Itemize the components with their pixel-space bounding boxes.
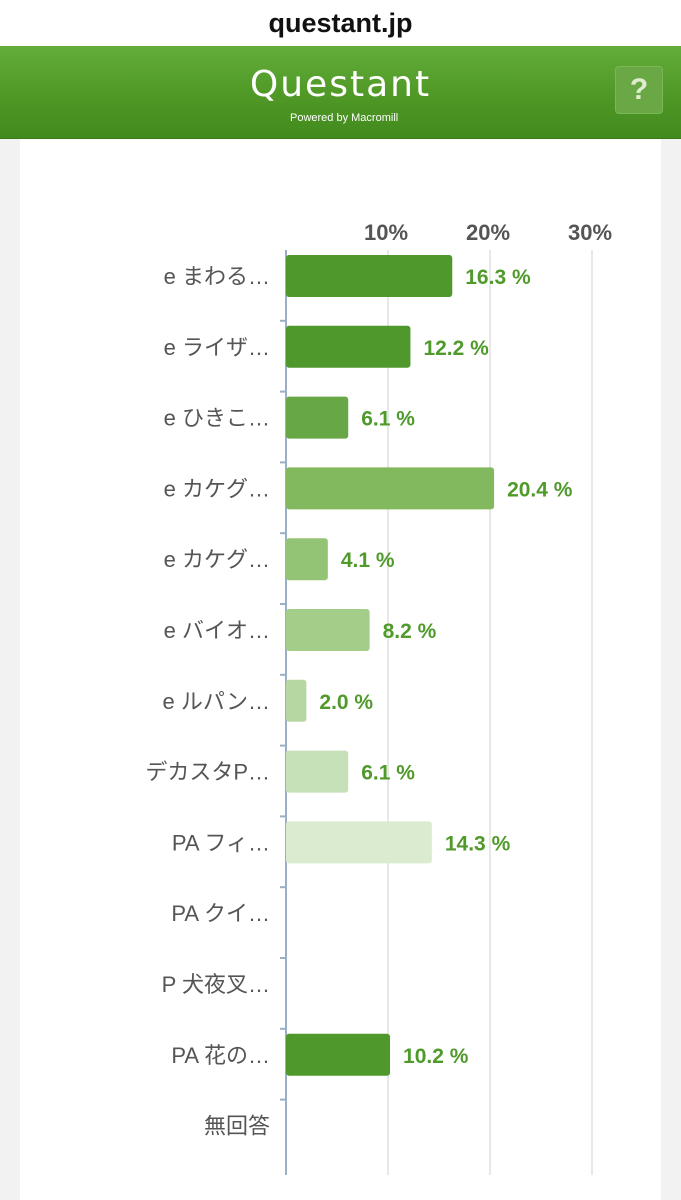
bar (286, 821, 432, 864)
bar (286, 396, 349, 439)
category-label: e バイオ… (164, 618, 270, 643)
bar (286, 538, 328, 581)
url-text: questant.jp (268, 7, 413, 38)
address-bar[interactable]: questant.jp (0, 0, 681, 46)
category-label: デカスタP… (145, 760, 270, 785)
value-label: 2.0 % (319, 691, 373, 714)
bar (286, 750, 349, 793)
category-label: PA クイ… (171, 901, 270, 926)
logo-tagline: Powered by Macromill (290, 112, 399, 124)
bar-chart: 10% 20% 30% e まわる… 16.3 % e ライザ… 12.2 % e ひきこ… 6… (145, 220, 612, 1175)
bar (286, 325, 411, 368)
questant-logo[interactable]: Questant Powered by Macromill (0, 64, 681, 124)
logo-text: Questant (249, 64, 432, 105)
bar (286, 1033, 391, 1076)
category-label: PA 花の… (171, 1043, 270, 1068)
value-label: 6.1 % (361, 408, 415, 431)
category-label: e カケグ… (164, 547, 270, 572)
tick-label-20: 20% (466, 220, 510, 245)
value-label: 16.3 % (465, 266, 531, 289)
value-label: 12.2 % (423, 337, 489, 360)
category-label: PA フィ… (172, 830, 270, 855)
category-label: P 犬夜叉… (162, 972, 270, 997)
value-label: 8.2 % (383, 620, 437, 643)
question-mark-icon: ? (629, 73, 649, 106)
category-label: e ライザ… (164, 335, 270, 360)
value-label: 6.1 % (361, 762, 415, 785)
value-label: 4.1 % (341, 549, 395, 572)
category-label: 無回答 (204, 1114, 270, 1139)
bar (286, 679, 307, 722)
category-label: e ルパン… (163, 689, 270, 714)
category-label: e カケグ… (164, 476, 270, 501)
bar (286, 255, 453, 297)
category-label: e まわる… (164, 264, 270, 289)
bar (286, 467, 495, 510)
results-card: 10% 20% 30% e まわる… 16.3 % e ライザ… 12.2 % e ひきこ… 6… (20, 139, 661, 1200)
value-label: 10.2 % (403, 1045, 469, 1068)
tick-label-10: 10% (364, 220, 408, 245)
category-label: e ひきこ… (164, 406, 270, 431)
bar (286, 609, 370, 651)
value-label: 14.3 % (445, 832, 511, 855)
tick-label-30: 30% (568, 220, 612, 245)
help-button[interactable]: ? (615, 66, 663, 114)
value-label: 20.4 % (507, 478, 573, 501)
app-header: Questant Powered by Macromill (0, 46, 681, 139)
